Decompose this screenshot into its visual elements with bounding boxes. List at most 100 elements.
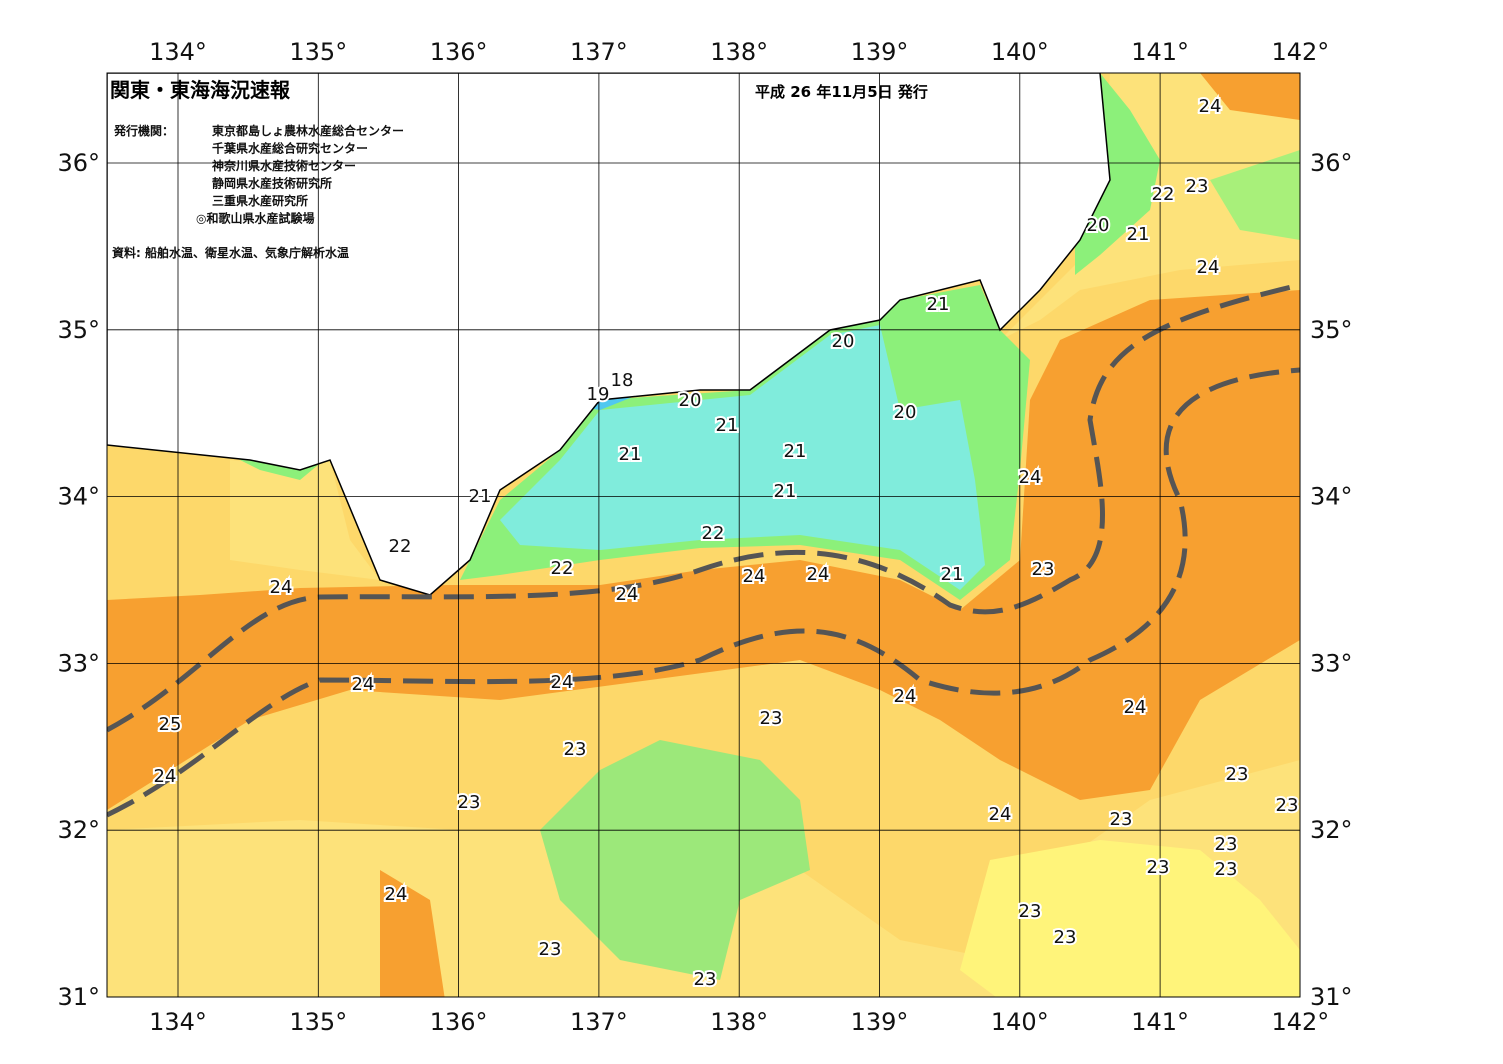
isotherm-label: 21 — [716, 415, 739, 436]
isotherm-label: 21 — [941, 564, 964, 585]
isotherm-label: 20 — [894, 402, 917, 423]
isotherm-label: 24 — [894, 686, 917, 707]
isotherm-label: 23 — [1186, 176, 1209, 197]
kii-channel — [230, 460, 380, 580]
green-patch — [540, 740, 810, 980]
northeast-warm — [1200, 73, 1300, 120]
isotherm-label: 22 — [551, 558, 574, 579]
lon-label-bottom: 138° — [710, 1008, 768, 1036]
isotherm-label: 23 — [694, 969, 717, 990]
isotherm-label: 23 — [564, 739, 587, 760]
isotherm-label: 23 — [1215, 834, 1238, 855]
isotherm-label: 24 — [743, 566, 766, 587]
isotherm-label: 23 — [1019, 901, 1042, 922]
lon-label-bottom: 140° — [991, 1008, 1049, 1036]
isotherm-label: 22 — [389, 536, 412, 557]
lon-label-bottom: 139° — [851, 1008, 909, 1036]
lat-label-right: 32° — [1310, 816, 1353, 844]
issuer: 三重県水産研究所 — [212, 193, 308, 208]
isotherm-label: 24 — [1124, 697, 1147, 718]
lat-label-right: 34° — [1310, 483, 1353, 511]
lon-label-bottom: 136° — [430, 1008, 488, 1036]
isotherm-label: 24 — [989, 804, 1012, 825]
isotherm-label: 24 — [1199, 96, 1222, 117]
issuer: ◎和歌山県水産試験場 — [196, 211, 314, 226]
isotherm-label: 23 — [760, 708, 783, 729]
issuer: 静岡県水産技術研究所 — [212, 176, 332, 191]
isotherm-label: 22 — [702, 523, 725, 544]
lon-label-bottom: 135° — [289, 1008, 347, 1036]
isotherm-label: 23 — [458, 792, 481, 813]
isotherm-label: 20 — [832, 331, 855, 352]
kuroshio-south-edge — [107, 367, 1300, 818]
lon-label-top: 134° — [149, 38, 207, 66]
isotherm-label: 23 — [1226, 764, 1249, 785]
lat-label-right: 31° — [1310, 983, 1353, 1011]
kuroshio-north-edge — [107, 282, 1300, 733]
title: 関東・東海海況速報 — [110, 78, 291, 102]
lat-label-left: 34° — [57, 483, 100, 511]
axes: 134° 134° 135° 135° 136° 136° 137° 137° 138° 138°… — [57, 38, 1352, 1036]
isotherm-label: 24 — [270, 577, 293, 598]
isotherm-label: 24 — [551, 672, 574, 693]
issuer: 神奈川県水産技術センター — [212, 158, 356, 173]
issuers-label: 発行機関： — [113, 123, 174, 138]
issuer: 千葉県水産総合研究センター — [212, 141, 368, 156]
isotherm-label: 21 — [619, 444, 642, 465]
isotherm-label: 21 — [469, 486, 492, 507]
isotherm-label: 21 — [1127, 224, 1150, 245]
isotherm-label: 24 — [352, 674, 375, 695]
yellow-patch — [960, 840, 1300, 997]
lon-label-top: 139° — [851, 38, 909, 66]
lat-label-right: 35° — [1310, 316, 1353, 344]
isotherm-label: 22 — [1152, 184, 1175, 205]
lon-label-top: 138° — [710, 38, 768, 66]
lon-label-top: 142° — [1271, 38, 1329, 66]
lon-label-top: 141° — [1131, 38, 1189, 66]
lon-label-top: 140° — [991, 38, 1049, 66]
lat-label-right: 33° — [1310, 649, 1353, 677]
lon-label-bottom: 142° — [1271, 1008, 1329, 1036]
isotherm-label: 21 — [774, 481, 797, 502]
coastal-cyan — [500, 325, 985, 590]
isotherm-label: 23 — [1110, 809, 1133, 830]
source: 資料: 船舶水温、衛星水温、気象庁解析水温 — [112, 245, 349, 260]
isotherm-label: 24 — [385, 884, 408, 905]
northeast-green — [1210, 150, 1300, 240]
isotherm-label: 23 — [1054, 927, 1077, 948]
issue-date: 平成 26 年11月5日 発行 — [755, 83, 928, 101]
orange-patch — [380, 870, 445, 997]
lat-label-left: 31° — [57, 983, 100, 1011]
isotherm-label: 21 — [784, 441, 807, 462]
lat-label-left: 35° — [57, 316, 100, 344]
lon-label-top: 137° — [570, 38, 628, 66]
isotherm-label: 25 — [159, 714, 182, 735]
lat-label-right: 36° — [1310, 149, 1353, 177]
land — [107, 73, 1111, 596]
lat-label-left: 32° — [57, 816, 100, 844]
isotherm-label: 23 — [1276, 795, 1299, 816]
boso-green — [1075, 73, 1160, 275]
issuer: 東京都島しょ農林水産総合センター — [212, 123, 404, 138]
isotherm-label: 24 — [1019, 467, 1042, 488]
lon-label-bottom: 137° — [570, 1008, 628, 1036]
isotherm-label: 23 — [1215, 859, 1238, 880]
isotherm-label: 21 — [927, 294, 950, 315]
isotherm-label: 20 — [1087, 215, 1110, 236]
lat-label-left: 33° — [57, 649, 100, 677]
isotherm-label: 23 — [1147, 857, 1170, 878]
isotherm-label: 24 — [807, 564, 830, 585]
lon-label-bottom: 134° — [149, 1008, 207, 1036]
map-frame — [106, 72, 1301, 998]
isotherm-label: 23 — [1032, 559, 1055, 580]
lat-label-left: 36° — [57, 149, 100, 177]
lon-label-bottom: 141° — [1131, 1008, 1189, 1036]
lon-label-top: 135° — [289, 38, 347, 66]
isotherm-label: 24 — [1197, 257, 1220, 278]
isotherm-label: 18 — [611, 370, 634, 391]
lon-label-top: 136° — [430, 38, 488, 66]
isotherm-label: 24 — [154, 766, 177, 787]
